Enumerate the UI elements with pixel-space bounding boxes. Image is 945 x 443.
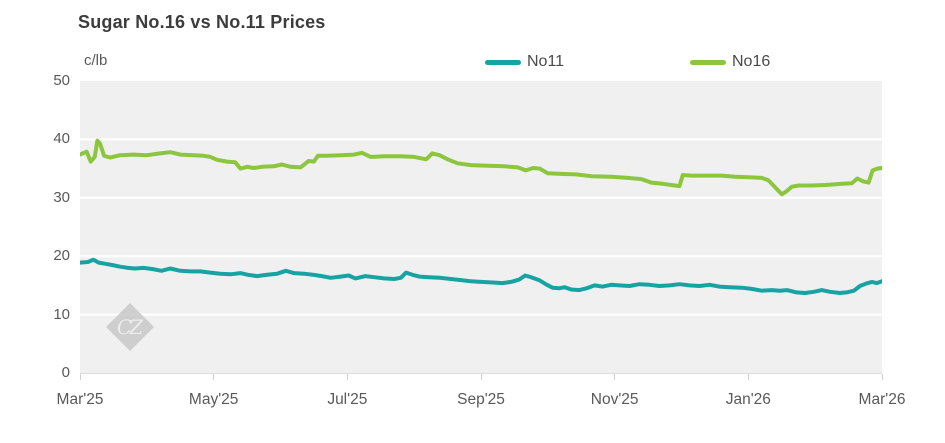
y-tick-label-10: 10 (53, 305, 70, 323)
legend-item-no11[interactable]: No11 (485, 53, 564, 71)
x-tick-label-jan26: Jan'26 (725, 391, 771, 408)
x-tick-mark (614, 374, 616, 380)
no16-legend-swatch-icon (690, 59, 726, 65)
no11-price-line (80, 257, 882, 295)
x-tick-label-mar26: Mar'26 (858, 391, 906, 408)
x-tick-mark (747, 374, 749, 380)
plot-area (80, 81, 882, 374)
x-tick-label-nov25: Nov'25 (590, 391, 639, 408)
no16-price-line (80, 138, 882, 197)
y-tick-label-40: 40 (53, 130, 70, 148)
no11-legend-swatch-icon (485, 59, 521, 65)
line-chart-canvas (80, 81, 882, 373)
plot-background (80, 81, 882, 373)
y-tick-label-20: 20 (53, 247, 70, 265)
y-axis-units-label: c/lb (84, 52, 108, 69)
legend-label-no16: No16 (732, 53, 771, 70)
y-tick-label-0: 0 (61, 364, 70, 381)
x-tick-label-mar25: Mar'25 (56, 391, 104, 408)
x-tick-label-may25: May'25 (188, 391, 239, 408)
x-tick-mark (79, 374, 81, 380)
legend-item-no16[interactable]: No16 (690, 53, 770, 71)
cz-watermark-text: CZ (116, 315, 143, 339)
legend-label-no11: No11 (527, 53, 565, 70)
x-tick-label-sep25: Sep'25 (457, 391, 505, 408)
y-tick-label-50: 50 (53, 72, 70, 89)
x-tick-mark (881, 374, 883, 380)
y-tick-label-30: 30 (53, 188, 70, 206)
chart-title: Sugar No.16 vs No.11 Prices (78, 12, 326, 32)
x-tick-mark (346, 374, 348, 380)
x-tick-label-jul25: Jul'25 (327, 391, 368, 408)
x-tick-mark (480, 374, 482, 380)
x-tick-mark (213, 374, 215, 380)
